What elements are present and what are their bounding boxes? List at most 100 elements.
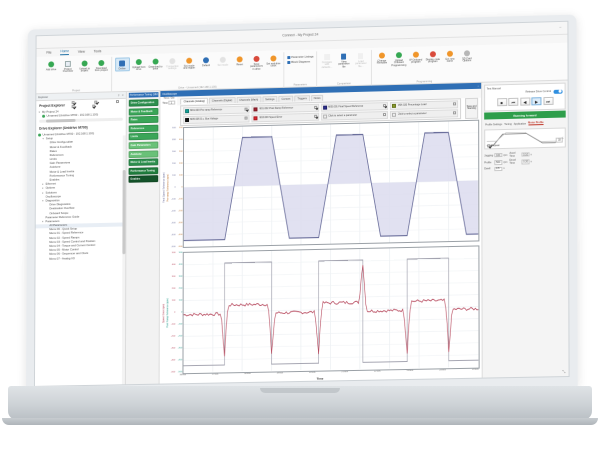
project-overview-button[interactable]: Project Overview [60, 59, 75, 74]
upload-to-project-button[interactable]: Upload to project [77, 58, 92, 73]
chevron-down-icon[interactable]: ▾ [42, 199, 44, 203]
set-button[interactable]: Set mode [215, 55, 230, 68]
chevron-down-icon[interactable]: ▾ [42, 220, 44, 224]
chevron-right-icon[interactable]: ▸ [42, 183, 44, 187]
close-icon[interactable]: ✕ [121, 93, 124, 98]
test-panel-tab[interactable]: Motor Profile [528, 121, 544, 126]
channel-enable-checkbox[interactable] [245, 108, 248, 112]
scope-tab[interactable]: Channels (Math) [236, 96, 262, 103]
test-panel-tab[interactable]: Tuning [504, 122, 512, 126]
channel-enable-checkbox[interactable] [453, 102, 457, 106]
connection-settings-button[interactable]: Connection settings [165, 56, 180, 71]
play-forward-icon[interactable]: ▶ [531, 97, 542, 106]
ip-onboard-button[interactable]: IP Onboard program [408, 50, 423, 66]
channel-enable-checkbox[interactable] [383, 104, 387, 108]
test-panel-tab[interactable]: Profile Settings [485, 122, 503, 127]
skip-forward-icon[interactable]: ⏭ [542, 96, 554, 106]
field-value-input-2[interactable]: 0.10 [521, 152, 530, 157]
block-diagrams-item[interactable]: Block Diagrams [286, 60, 314, 65]
pin-icon[interactable]: ⚲ [117, 94, 120, 98]
channel-enable-checkbox[interactable] [245, 117, 248, 121]
online-button[interactable]: Online [114, 57, 130, 72]
channel-legend-item[interactable]: M03.003 Speed Error [251, 112, 320, 123]
channel-legend-item[interactable]: M01.002 Post Ramp Reference [251, 103, 320, 114]
tuning-tab[interactable]: Drive Configuration [128, 99, 158, 107]
tuning-tab[interactable]: Gain Parameters [128, 141, 158, 150]
panel-pin-controls[interactable]: ⚲ ✕ [118, 93, 124, 97]
chevron-down-icon[interactable]: ▾ [42, 137, 44, 141]
scope-tab[interactable]: Settings [262, 95, 278, 102]
tuning-tab[interactable]: Limits [128, 132, 158, 141]
channel-legend-item[interactable]: M05.005 D.c. Bus Voltage [183, 114, 250, 124]
field-value-input[interactable]: 0.5 [494, 166, 503, 171]
test-panel-tab[interactable]: Application [513, 122, 527, 126]
add-drive-button[interactable]: Add drive [44, 59, 59, 72]
view-parameter-file-button[interactable]: View parameter file [336, 51, 351, 69]
ribbon-tab-file[interactable]: File [46, 50, 52, 55]
skip-back-icon[interactable]: ⏮ [508, 97, 519, 106]
channel-legend-item[interactable]: Click to select a parameter [321, 111, 389, 121]
resize-grip-icon[interactable]: ⤡ [562, 369, 566, 375]
timebase-input[interactable]: 1 [168, 100, 176, 105]
channel-legend-item[interactable]: M01.003 Pre-ramp Reference [183, 105, 250, 115]
change-firmware-button[interactable]: Change Firmware [374, 50, 389, 66]
save-parameters-button[interactable]: Save parameters in drive [249, 54, 264, 72]
get-name-button[interactable]: Get new name [442, 49, 457, 65]
load-parameter-file-button[interactable]: Load parameter file... [353, 51, 368, 69]
motor-profile-preview[interactable]: 10 Repeat [484, 127, 566, 150]
drive-tree[interactable]: ▾ Setup Drive Configuration Motor & Feedbac… [35, 134, 126, 386]
profile-count-input[interactable]: 10 [556, 137, 563, 143]
channel-enable-checkbox[interactable] [453, 111, 457, 115]
chevron-right-icon[interactable]: ▸ [42, 191, 44, 195]
minimize-icon[interactable]: – [559, 24, 562, 29]
download-from-project-button[interactable]: Download from project [94, 58, 109, 73]
scope-tab[interactable]: Channels (Digital) [208, 97, 236, 104]
channel-legend-item[interactable]: Click to select a parameter [390, 109, 459, 119]
run-status-badge: Running forward [484, 110, 566, 120]
field-value-input-2[interactable]: 0.20 [521, 159, 530, 165]
channel-legend-item[interactable]: M04.020 Percentage Load [390, 100, 459, 110]
reset-button[interactable]: Reset [232, 54, 247, 67]
tuning-tab[interactable]: Autotune [128, 149, 158, 158]
tuning-tab[interactable]: Enables [128, 175, 158, 184]
channel-enable-checkbox[interactable] [383, 113, 387, 117]
tuning-tab[interactable]: Performance Tuning [128, 166, 158, 175]
upload-onboard-button[interactable]: Upload Onboard Programming [391, 50, 406, 68]
ribbon-tab-view[interactable]: View [77, 49, 85, 54]
tuning-tab[interactable]: Motor & Load Inertia [128, 158, 158, 167]
default-button[interactable]: Default [199, 55, 214, 68]
compare-defaults-button[interactable]: Compare with defaults... [320, 52, 335, 70]
scope-tab[interactable]: Cursors [278, 95, 294, 102]
ribbon-tab-home[interactable]: Home [60, 49, 70, 56]
scope-tab[interactable]: Triggers [294, 95, 310, 102]
release-drive-control-toggle[interactable] [553, 89, 563, 94]
upload-from-drive-button[interactable]: Upload from drive [131, 57, 146, 72]
save-stacking-button[interactable]: Save and Stacking [465, 97, 479, 120]
sd-card-button[interactable]: SD Card Options [459, 48, 474, 64]
chevron-right-icon[interactable]: ▸ [42, 187, 44, 191]
channel-enable-checkbox[interactable] [314, 115, 318, 119]
stop-icon[interactable]: ■ [496, 98, 507, 107]
parameter-listings-item[interactable]: Parameter Listings [286, 55, 314, 60]
channel-legend-item[interactable]: M05.001 Final Speed Reference [321, 102, 389, 112]
chart-upper-canvas[interactable] [182, 119, 480, 249]
repeat-checkbox[interactable] [487, 144, 491, 148]
oscilloscope-minimize-icon[interactable]: – [477, 84, 480, 88]
channel-enable-checkbox[interactable] [314, 106, 318, 110]
chart-lower-canvas[interactable] [182, 245, 480, 374]
display-code-button[interactable]: Display code program [425, 49, 440, 65]
field-value-input[interactable]: 100 [494, 153, 503, 158]
field-value-input[interactable]: 500 [494, 160, 503, 165]
ribbon-tab-tools[interactable]: Tools [93, 49, 102, 54]
tuning-tab[interactable]: Rates [128, 116, 158, 124]
download-to-drive-button[interactable]: Download to drive [148, 56, 163, 71]
scope-tab[interactable]: Notes [310, 94, 324, 101]
set-mode-button[interactable]: Set mode and region [182, 56, 197, 71]
set-clock-button[interactable]: Set real-time clock [266, 53, 281, 68]
axis-tick: 300 [171, 276, 176, 279]
tuning-tab[interactable]: References [128, 124, 158, 133]
play-reverse-icon[interactable]: ◀ [519, 97, 530, 106]
tuning-tab[interactable]: Motor & Feedback [128, 107, 158, 116]
scope-tab[interactable]: Channels (Analog) [180, 97, 208, 104]
